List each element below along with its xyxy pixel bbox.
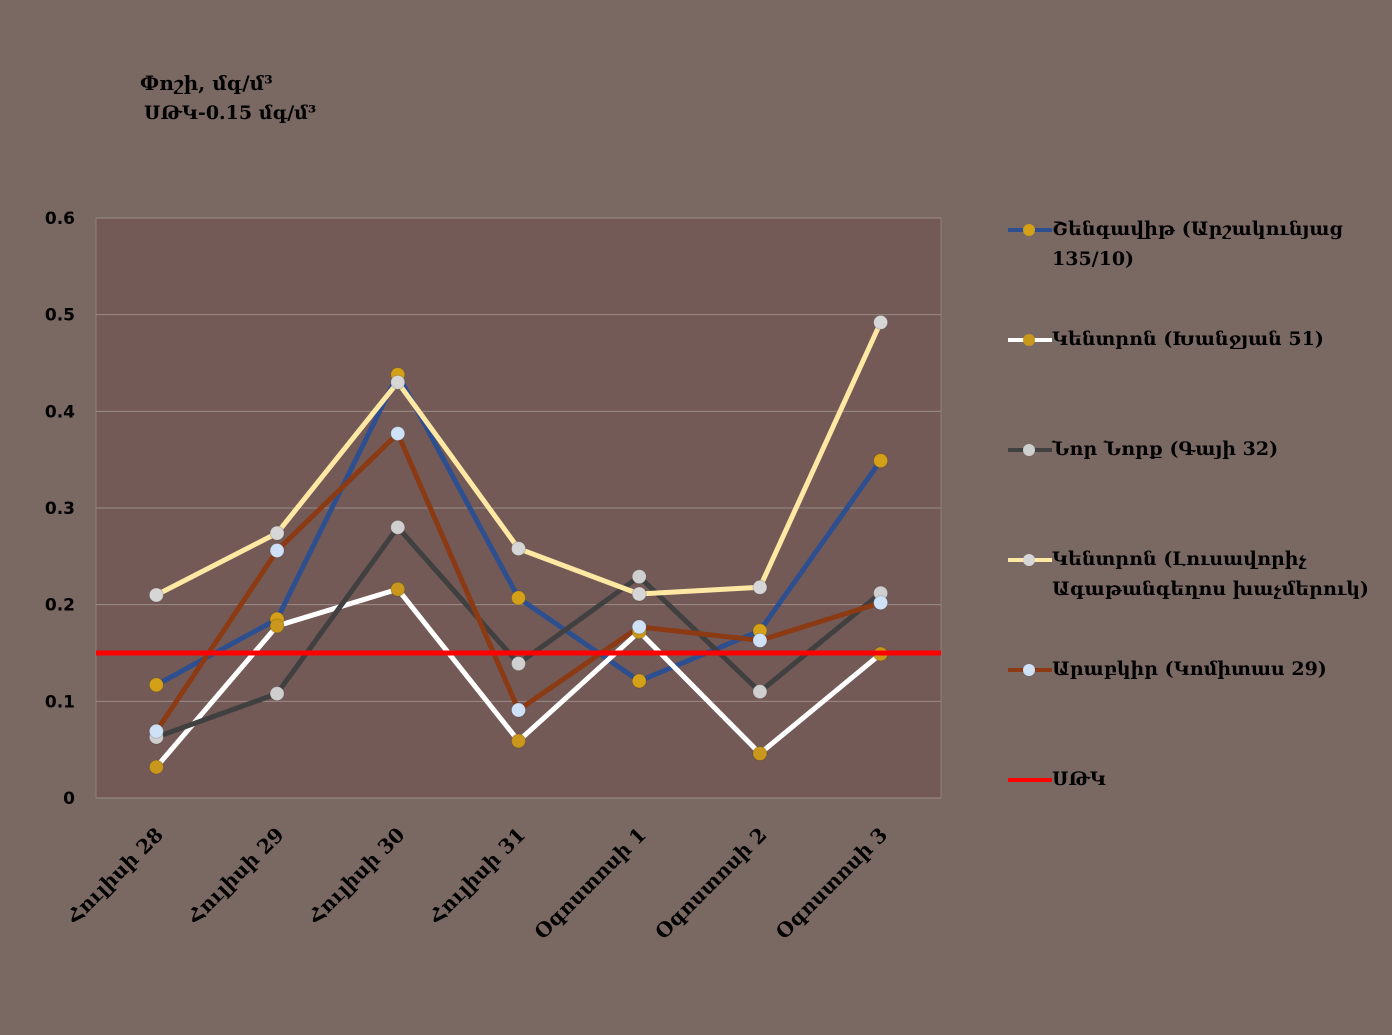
legend-swatch-line bbox=[1008, 778, 1052, 782]
legend-item: Արաբկիր (Կոմիտաս 29) bbox=[1006, 654, 1376, 684]
legend-label: Շենգավիթ (Արշակունյաց 135/10) bbox=[1052, 218, 1343, 270]
legend-swatch bbox=[1006, 434, 1052, 464]
series-1-point bbox=[148, 677, 164, 693]
y-tick-label: 0.1 bbox=[45, 692, 75, 712]
legend-item: Նոր Նորք (Գայի 32) bbox=[1006, 434, 1376, 464]
y-tick-label: 0.4 bbox=[45, 402, 75, 422]
legend-item: Կենտրոն (Խանջյան 51) bbox=[1006, 324, 1376, 354]
legend-item: Կենտրոն (Լուսավորիչ Ագաթանգեղոս խաչմերու… bbox=[1006, 544, 1376, 604]
legend-label: Արաբկիր (Կոմիտաս 29) bbox=[1052, 658, 1327, 680]
series-5-point bbox=[390, 426, 406, 442]
legend-swatch bbox=[1006, 654, 1052, 684]
series-3-point bbox=[511, 656, 526, 672]
series-5-point bbox=[631, 619, 647, 635]
x-tick-label: Հուլիսի 31 bbox=[424, 823, 530, 929]
legend-swatch-marker bbox=[1023, 224, 1035, 236]
legend-swatch-marker bbox=[1023, 444, 1035, 456]
series-3-point bbox=[269, 686, 285, 702]
y-tick-label: 0.2 bbox=[45, 596, 75, 616]
series-4-point bbox=[148, 587, 164, 603]
series-3-point bbox=[631, 569, 647, 585]
series-4-point bbox=[511, 541, 526, 557]
series-2-point bbox=[148, 759, 164, 775]
legend-swatch bbox=[1006, 544, 1052, 574]
legend-swatch bbox=[1006, 214, 1052, 244]
series-4-point bbox=[631, 586, 647, 602]
series-5-point bbox=[511, 702, 526, 718]
series-1-point bbox=[873, 453, 889, 469]
series-2-point bbox=[511, 733, 526, 749]
legend-swatch bbox=[1006, 764, 1052, 794]
series-2-point bbox=[269, 618, 285, 634]
series-4-point bbox=[269, 525, 285, 541]
legend-swatch-marker bbox=[1023, 664, 1035, 676]
series-5-point bbox=[269, 543, 285, 559]
legend-swatch bbox=[1006, 324, 1052, 354]
series-5-point bbox=[873, 595, 889, 611]
chart-title: Փոշի, մգ/մ³ ՍԹԿ-0.15 մգ/մ³ bbox=[140, 68, 316, 128]
x-tick-label: Հուլիսի 28 bbox=[61, 823, 167, 929]
y-axis-ticks: 0 0.1 0.2 0.3 0.4 0.5 0.6 bbox=[45, 209, 75, 809]
series-4-point bbox=[390, 374, 406, 390]
legend-item: ՍԹԿ bbox=[1006, 764, 1376, 794]
x-tick-label: Հուլիսի 30 bbox=[303, 823, 409, 929]
series-5-point bbox=[148, 723, 164, 739]
gridlines bbox=[96, 217, 941, 799]
x-tick-label: Օգոստոսի 2 bbox=[650, 823, 771, 944]
chart-title-text: Փոշի, մգ/մ³ bbox=[140, 71, 273, 95]
legend-label: Նոր Նորք (Գայի 32) bbox=[1052, 438, 1279, 460]
x-tick-label: Օգոստոսի 3 bbox=[771, 823, 892, 944]
y-tick-label: 0.3 bbox=[45, 499, 75, 519]
chart-subtitle: ՍԹԿ-0.15 մգ/մ³ bbox=[144, 102, 317, 124]
series-3-point bbox=[752, 684, 768, 700]
series-4-point bbox=[752, 579, 768, 595]
series-3-point bbox=[390, 519, 406, 535]
legend-item: Շենգավիթ (Արշակունյաց 135/10) bbox=[1006, 214, 1376, 274]
y-tick-label: 0.6 bbox=[45, 209, 75, 229]
series-2-point bbox=[752, 746, 768, 762]
x-axis-ticks: Հուլիսի 28 Հուլիսի 29 Հուլիսի 30 Հուլիսի 31… bbox=[61, 823, 892, 944]
x-tick-label: Հուլիսի 29 bbox=[182, 823, 288, 929]
series-4-point bbox=[873, 314, 889, 330]
legend-label: Կենտրոն (Խանջյան 51) bbox=[1052, 328, 1324, 350]
series-1-point bbox=[631, 673, 647, 689]
y-tick-label: 0 bbox=[63, 789, 75, 809]
legend-label: ՍԹԿ bbox=[1052, 768, 1106, 790]
series-1-point bbox=[511, 590, 526, 606]
x-tick-label: Օգոստոսի 1 bbox=[529, 823, 650, 944]
legend-swatch-marker bbox=[1023, 554, 1035, 566]
series-2-point bbox=[390, 581, 406, 597]
legend-label: Կենտրոն (Լուսավորիչ Ագաթանգեղոս խաչմերու… bbox=[1052, 548, 1369, 600]
legend-swatch-marker bbox=[1023, 334, 1035, 346]
y-tick-label: 0.5 bbox=[45, 306, 75, 326]
series-5-point bbox=[752, 632, 768, 648]
